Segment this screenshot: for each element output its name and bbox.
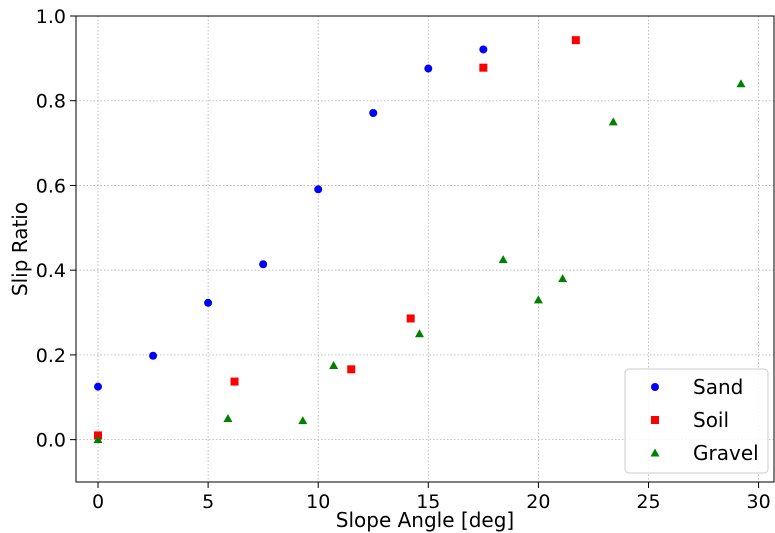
sand-point	[149, 351, 158, 360]
legend-marker-soil	[651, 416, 659, 424]
gravel-point	[608, 117, 618, 126]
y-tick-label: 1.0	[36, 6, 66, 28]
gravel-point	[298, 416, 308, 425]
axis-ticks: 0 5 10 15 20 25 30 0.0 0.2 0.4 0.6 0.8 1.0	[36, 6, 771, 513]
x-tick-label: 15	[416, 491, 440, 513]
gravel-point	[223, 413, 233, 422]
legend-label-soil: Soil	[693, 408, 729, 432]
sand-point	[369, 109, 378, 118]
soil-point	[230, 377, 239, 386]
x-tick-label: 10	[306, 491, 330, 513]
gravel-point	[498, 255, 508, 264]
legend-marker-sand	[651, 383, 659, 391]
x-axis-label: Slope Angle [deg]	[336, 508, 514, 532]
y-axis-label: Slip Ratio	[8, 202, 32, 296]
legend: Sand Soil Gravel	[624, 368, 769, 474]
y-tick-label: 0.0	[36, 430, 66, 452]
y-tick-label: 0.4	[36, 260, 66, 282]
sand-point	[204, 298, 213, 307]
sand-point	[314, 185, 323, 194]
soil-point	[479, 63, 488, 72]
x-tick-label: 25	[636, 491, 660, 513]
legend-marker-gravel	[650, 448, 660, 457]
x-tick-label: 5	[202, 491, 214, 513]
y-tick-label: 0.6	[36, 175, 66, 197]
legend-label-sand: Sand	[693, 375, 743, 399]
sand-point	[259, 260, 268, 269]
soil-point	[347, 365, 356, 374]
data-points	[93, 36, 746, 444]
gravel-point	[93, 435, 103, 444]
legend-label-gravel: Gravel	[693, 441, 759, 465]
x-tick-label: 30	[746, 491, 770, 513]
gravel-point	[329, 361, 339, 369]
soil-point	[406, 314, 415, 323]
gravel-point	[533, 295, 543, 304]
gravel-point	[736, 79, 746, 88]
sand-point	[479, 45, 488, 54]
gravel-point	[558, 274, 568, 283]
y-tick-label: 0.2	[36, 345, 66, 367]
y-tick-label: 0.8	[36, 91, 66, 113]
plot-frame	[75, 15, 775, 483]
sand-point	[424, 64, 433, 73]
gravel-point	[414, 329, 424, 338]
soil-point	[571, 36, 580, 45]
sand-point	[94, 382, 103, 391]
x-tick-label: 0	[92, 491, 104, 513]
x-tick-label: 20	[526, 491, 550, 513]
legend-box	[624, 368, 769, 474]
